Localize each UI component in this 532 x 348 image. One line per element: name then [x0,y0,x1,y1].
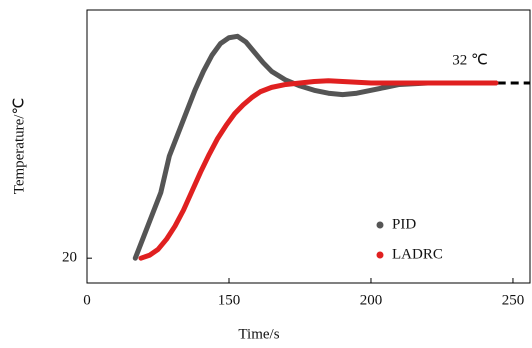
reference-label: 32 ℃ [452,52,488,68]
x-axis-label: Time/s [238,326,279,342]
series-line [138,78,499,261]
y-tick-label: 20 [62,250,77,266]
x-tick-label: 150 [218,292,241,308]
series-line [132,33,499,261]
legend-label: PID [392,216,416,232]
x-tick-label: 200 [360,292,383,308]
x-tick-label: 250 [502,292,525,308]
x-tick-label: 0 [83,292,91,308]
legend-marker [376,221,384,229]
plot-frame [86,9,531,284]
legend-marker [376,251,384,259]
y-axis-label: Temperature/℃ [11,98,27,195]
legend-label: LADRC [392,246,443,262]
